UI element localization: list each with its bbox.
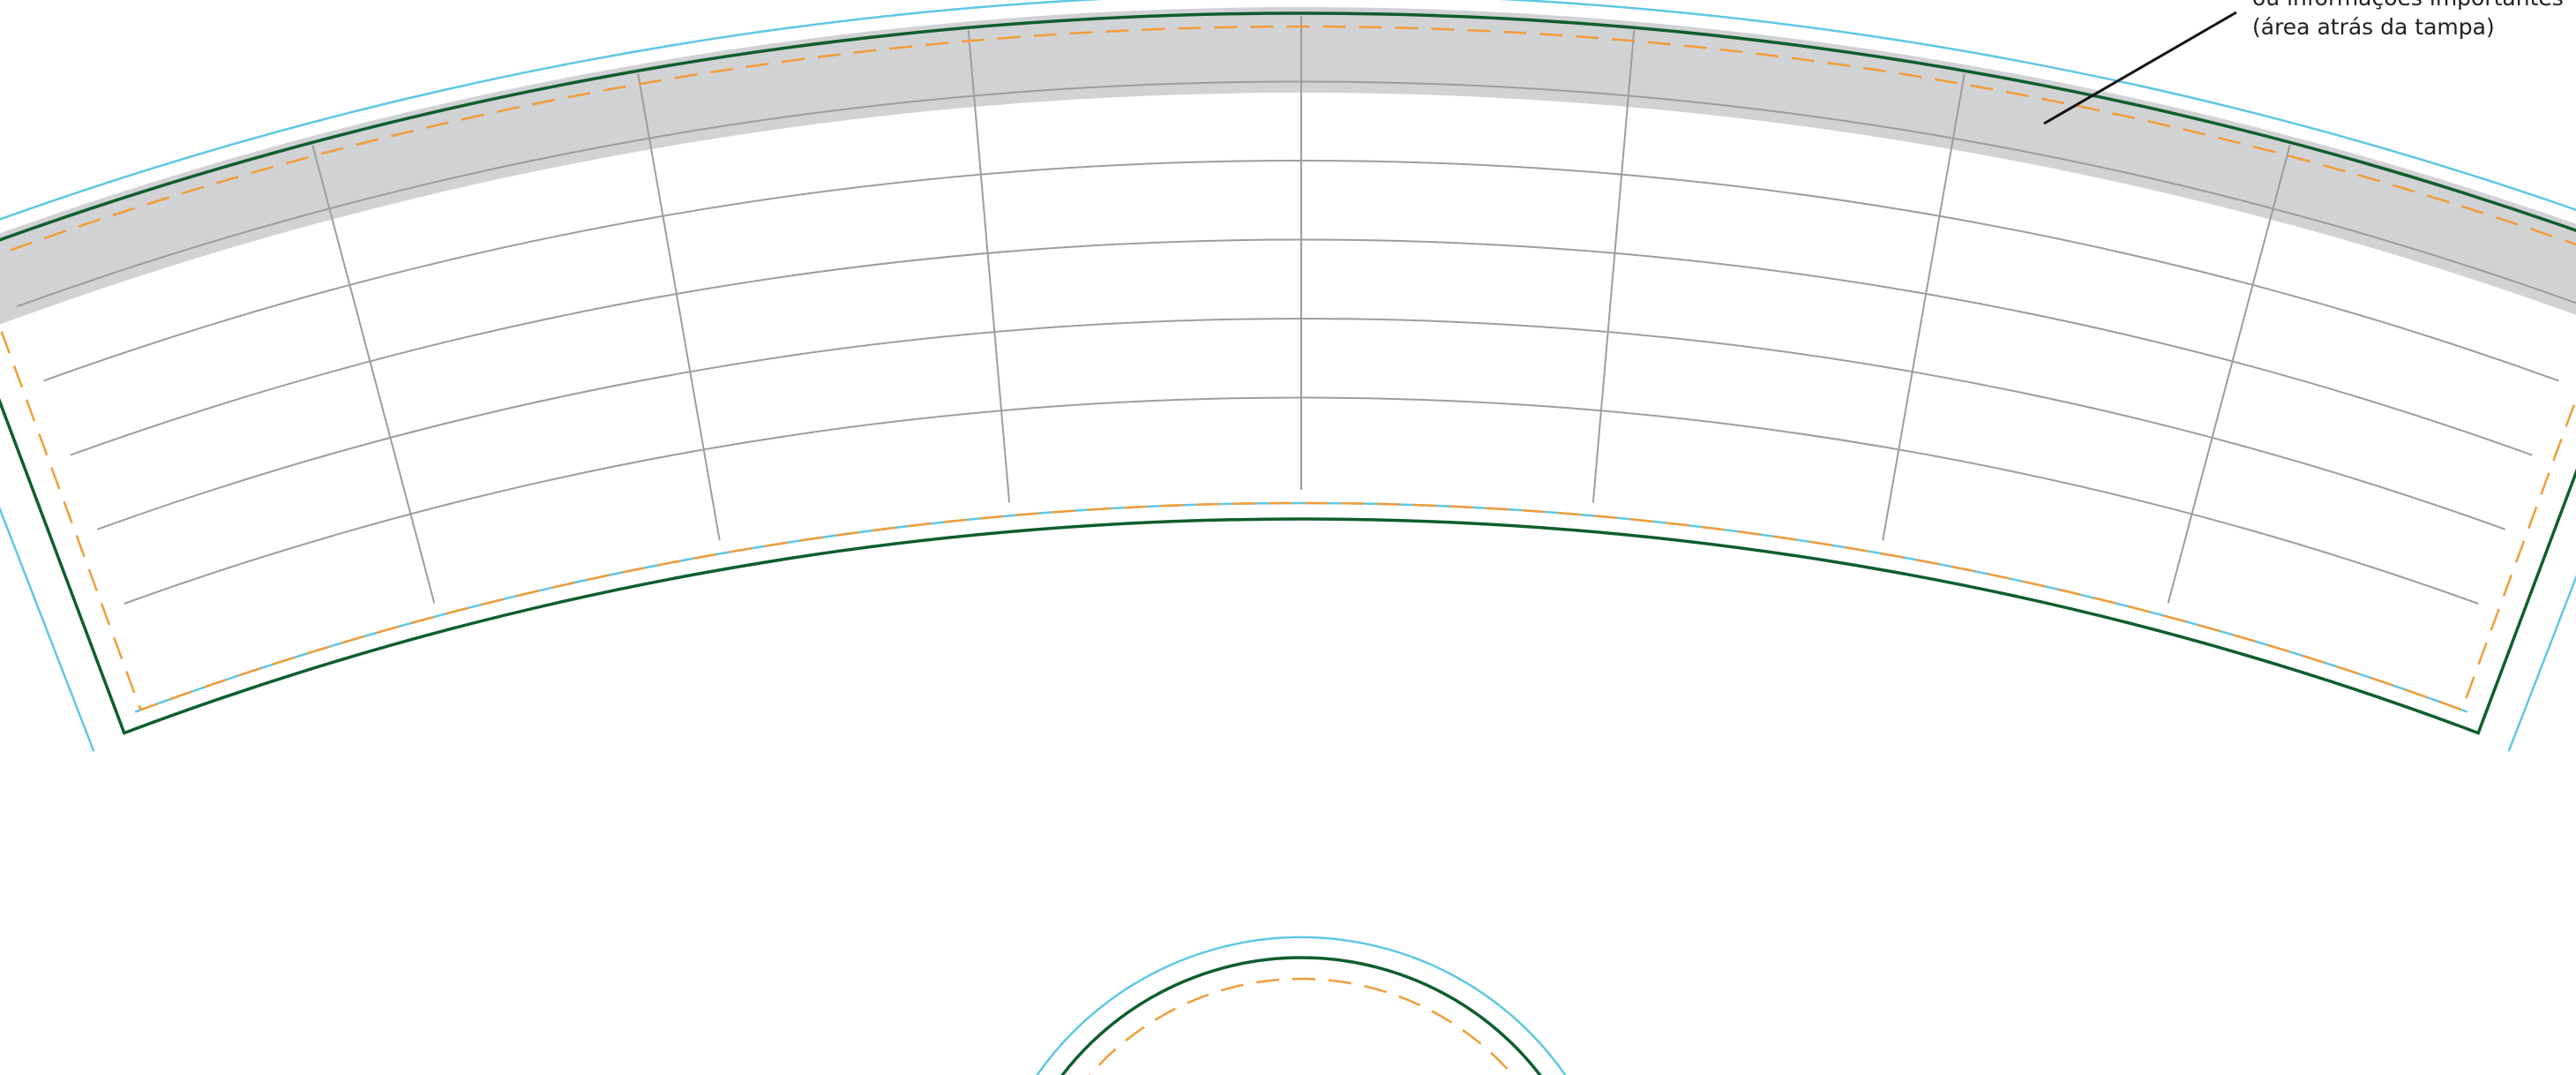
grid-radial-line <box>1591 30 1636 503</box>
grid-arc-line <box>70 238 2533 456</box>
bottom-circle-safe <box>1088 977 1515 1075</box>
bottom-circle-trim <box>1060 956 1542 1075</box>
annotation-line-2: (área atrás da tampa) <box>2252 14 2495 40</box>
grid-arc-line <box>43 159 2559 382</box>
grid-radial-line <box>311 145 436 604</box>
bottom-circle-bleed <box>1036 936 1567 1075</box>
grid-radial-line <box>1882 73 1966 541</box>
trim-outline <box>0 11 2576 735</box>
grid-radial-line <box>637 73 721 541</box>
safe-area-outline <box>0 25 2576 711</box>
lid-area-shading <box>0 7 2576 325</box>
grid-arc-line <box>96 318 2506 530</box>
bleed-outline <box>0 0 2576 752</box>
grid-radial-line <box>2167 145 2291 604</box>
grid-arc-line <box>16 80 2576 308</box>
grid-radial-line <box>967 30 1011 503</box>
annotation-pointer-line <box>2043 11 2237 125</box>
bleed-bottom-arc <box>134 501 2468 713</box>
grid-lines <box>16 16 2576 605</box>
annotation-line-1: ou informações importantes <box>2252 0 2570 12</box>
annotation-text: ou informações importantes (área atrás d… <box>2252 0 2570 41</box>
grid-arc-line <box>124 396 2479 605</box>
